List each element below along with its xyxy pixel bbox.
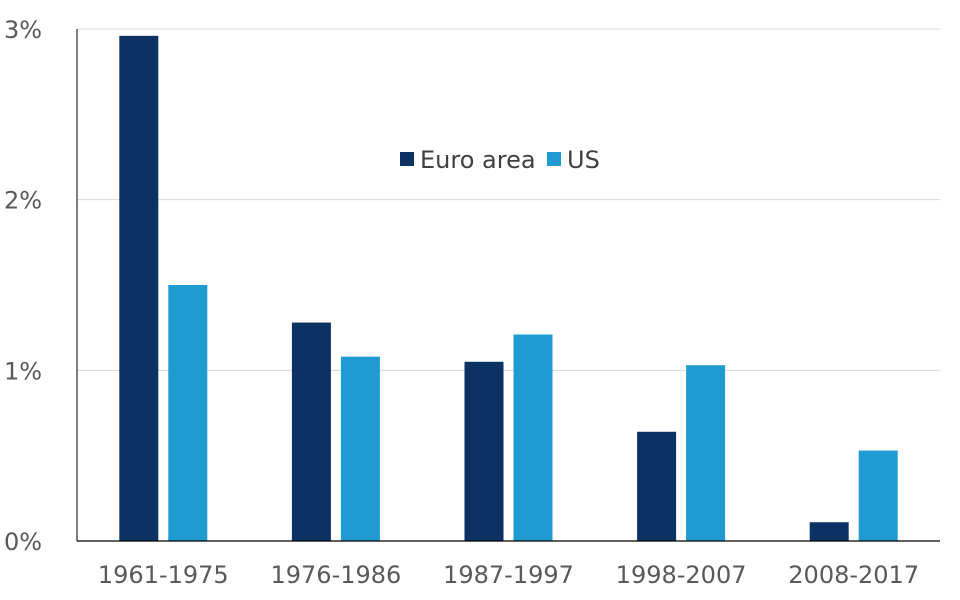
bar-us-2008-2017 [858,450,898,541]
axes [76,29,940,542]
bar-us-1998-2007 [686,365,726,541]
bar-euro-area-1976-1986 [291,322,331,541]
x-tick-label: 2008-2017 [788,561,919,589]
x-tick-label: 1998-2007 [616,561,747,589]
y-tick-label: 0% [4,528,42,556]
gridlines [77,28,940,371]
legend: Euro area US [400,146,600,174]
bar-us-1961-1975 [168,285,208,541]
bar-euro-area-1987-1997 [464,361,504,541]
legend-swatch-euro-area [400,152,414,166]
x-tick-labels: 1961-1975 1976-1986 1987-1997 1998-2007 2008… [98,561,919,589]
y-tick-label: 1% [4,357,42,385]
bar-euro-area-2008-2017 [809,522,849,541]
x-tick-label: 1987-1997 [443,561,574,589]
y-tick-label: 2% [4,187,42,215]
bar-us-1976-1986 [340,356,380,541]
bars [119,35,898,542]
y-tick-labels: 0% 1% 2% 3% [4,16,42,556]
legend-label-us: US [567,146,600,174]
x-tick-label: 1976-1986 [270,561,401,589]
legend-label-euro-area: Euro area [420,146,536,174]
bar-euro-area-1961-1975 [119,35,159,542]
bar-us-1987-1997 [513,334,553,541]
legend-swatch-us [547,152,561,166]
x-tick-label: 1961-1975 [98,561,229,589]
y-tick-label: 3% [4,16,42,44]
bar-euro-area-1998-2007 [637,431,677,541]
